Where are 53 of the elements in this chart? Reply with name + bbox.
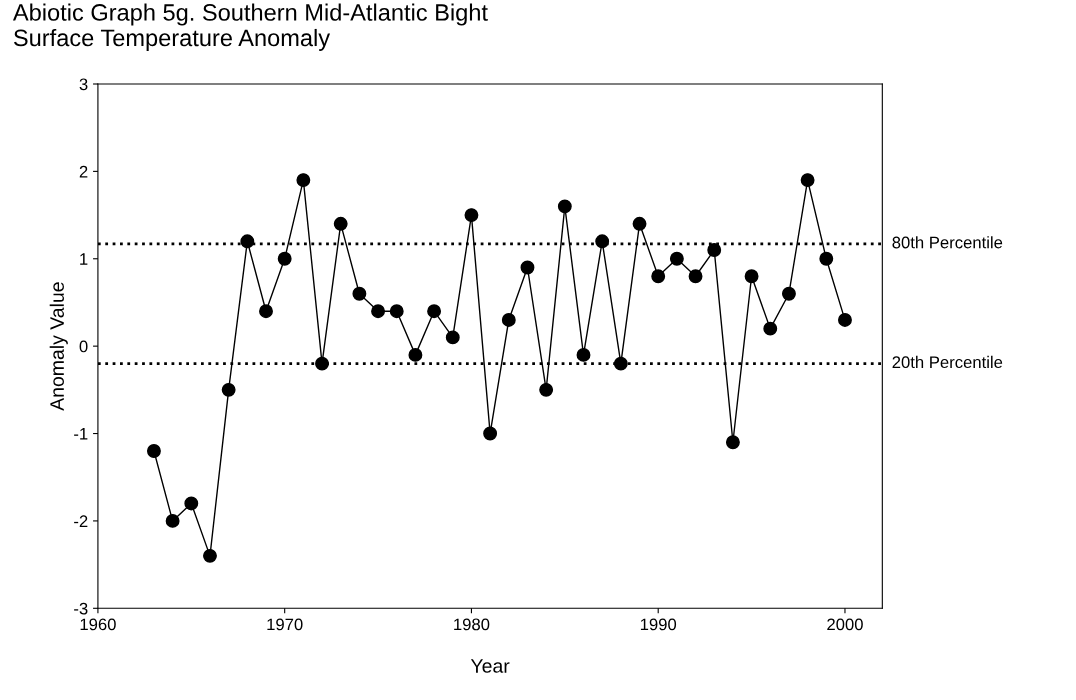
point (203, 548, 217, 563)
point (520, 260, 535, 275)
y-tick-label: 2 (79, 165, 88, 178)
x-tick-label: 1960 (80, 618, 116, 631)
point (800, 173, 815, 188)
point (184, 496, 199, 511)
point (688, 269, 703, 284)
y-tick-label: -3 (74, 602, 88, 615)
x-tick-label: 1980 (454, 618, 490, 631)
point (259, 304, 273, 319)
point (427, 304, 442, 319)
point (725, 435, 740, 450)
x-axis-title: Year (470, 659, 510, 673)
point (501, 312, 516, 327)
point (707, 243, 722, 257)
point (632, 216, 647, 231)
point (483, 426, 498, 441)
point (277, 251, 292, 266)
point (595, 234, 610, 249)
point (389, 304, 404, 319)
point (165, 513, 180, 528)
point (744, 269, 759, 284)
y-tick-label: -1 (74, 428, 88, 440)
point (819, 251, 834, 266)
point (146, 444, 161, 458)
point (838, 312, 852, 327)
ref-line-label: 20th Percentile (892, 355, 1003, 369)
point (669, 251, 684, 266)
point (296, 173, 311, 188)
point (763, 321, 778, 336)
point (539, 382, 554, 397)
point (352, 286, 367, 301)
y-axis-title: Anomaly Value (49, 282, 68, 411)
point (464, 208, 479, 223)
point (240, 234, 255, 249)
point (651, 269, 666, 284)
x-tick-label: 1990 (640, 618, 677, 631)
y-tick-label: 1 (80, 253, 88, 265)
y-tick-label: 0 (79, 340, 88, 353)
y-tick-label: -2 (74, 515, 88, 527)
x-tick-label: 1970 (267, 618, 303, 631)
point (333, 216, 348, 231)
point (371, 304, 386, 319)
ref-line-label: 80th Percentile (892, 236, 1003, 249)
x-tick-label: 2000 (827, 618, 863, 631)
point (576, 347, 591, 362)
point (445, 330, 460, 345)
point (557, 199, 572, 214)
y-tick-label: 3 (79, 78, 88, 91)
point (221, 382, 236, 397)
chart-title: Abiotic Graph 5g. Southern Mid-Atlantic Bight Surface Temperature Anomaly (12, 3, 488, 51)
point (781, 286, 796, 301)
point (408, 347, 423, 362)
